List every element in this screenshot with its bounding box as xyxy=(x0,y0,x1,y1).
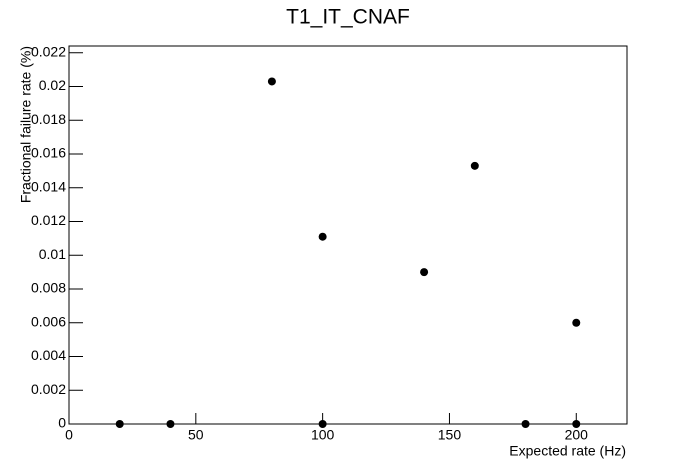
x-tick-label: 150 xyxy=(438,427,462,443)
point xyxy=(318,232,327,241)
point xyxy=(572,420,581,428)
y-tick-label: 0.022 xyxy=(31,43,66,59)
chart-title: T1_IT_CNAF xyxy=(286,6,410,29)
point xyxy=(470,161,479,170)
y-tick-label: 0.006 xyxy=(31,313,66,329)
y-tick-label: 0.002 xyxy=(31,381,66,397)
y-tick-label: 0.014 xyxy=(31,178,66,194)
point xyxy=(521,420,530,428)
y-tick-label: 0.004 xyxy=(31,347,66,363)
x-axis-label: Expected rate (Hz) xyxy=(509,443,626,459)
point xyxy=(572,318,581,327)
plot-frame xyxy=(68,45,628,425)
point xyxy=(420,268,429,277)
y-axis-label: Fractional failure rate (%) xyxy=(18,46,34,203)
x-tick-label: 100 xyxy=(311,427,335,443)
y-tick-label: 0.01 xyxy=(39,246,66,262)
point xyxy=(267,77,276,86)
point xyxy=(318,420,327,428)
point xyxy=(115,420,124,428)
y-tick-label: 0.02 xyxy=(39,77,66,93)
x-tick-label: 200 xyxy=(565,427,589,443)
x-tick-label: 50 xyxy=(188,427,204,443)
y-tick-label: 0.012 xyxy=(31,212,66,228)
point xyxy=(166,420,175,428)
y-tick-label: 0 xyxy=(58,415,66,431)
x-tick-label: 0 xyxy=(65,427,73,443)
y-tick-label: 0.018 xyxy=(31,111,66,127)
y-tick-label: 0.016 xyxy=(31,145,66,161)
y-tick-label: 0.008 xyxy=(31,280,66,296)
